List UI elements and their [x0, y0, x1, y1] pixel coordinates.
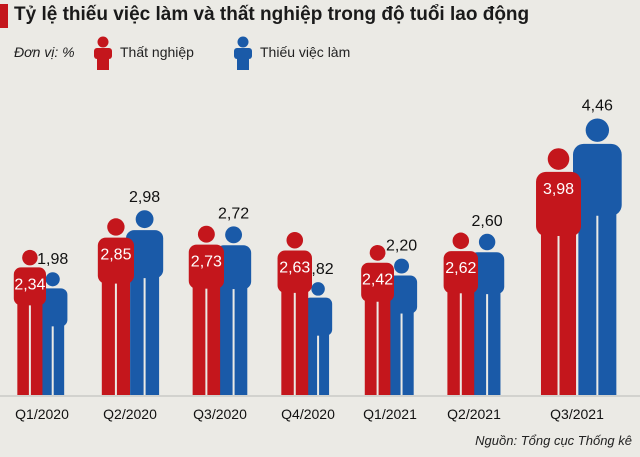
- bar-underemployment-3: [216, 226, 252, 395]
- chart-title: Tỷ lệ thiếu việc làm và thất nghiệp tron…: [14, 4, 530, 25]
- bar-unemployment-4: [277, 231, 312, 395]
- unit-label: Đơn vị: %: [14, 44, 75, 60]
- bar-unemployment-5: [361, 244, 394, 395]
- bar-underemployment-2: [126, 210, 164, 395]
- bar-underemployment-7: [573, 118, 622, 395]
- legend-label-unemployment: Thất nghiệp: [120, 44, 194, 60]
- value-label-unemployment-6: 2,62: [445, 260, 476, 277]
- legend-person-blue-icon: [234, 36, 252, 70]
- bar-underemployment-5: [386, 258, 418, 395]
- value-label-underemployment-6: 2,60: [472, 213, 503, 230]
- value-label-underemployment-7: 4,46: [582, 97, 613, 114]
- value-label-unemployment-4: 2,63: [279, 259, 310, 276]
- value-label-underemployment-5: 2,20: [386, 238, 417, 255]
- value-label-underemployment-2: 2,98: [129, 189, 160, 206]
- bar-unemployment-7: [536, 148, 581, 395]
- x-tick-label-6: Q2/2021: [447, 406, 501, 422]
- legend-item-unemployment: Thất nghiệp: [92, 36, 212, 70]
- value-label-underemployment-3: 2,72: [218, 205, 249, 222]
- x-tick-label-3: Q3/2020: [193, 406, 247, 422]
- source-note: Nguồn: Tổng cục Thống kê: [475, 433, 632, 448]
- x-tick-label-7: Q3/2021: [550, 406, 604, 422]
- value-label-unemployment-7: 3,98: [543, 181, 574, 198]
- legend-label-underemployment: Thiếu việc làm: [260, 44, 351, 60]
- x-tick-label-4: Q4/2020: [281, 406, 335, 422]
- bar-underemployment-6: [470, 233, 505, 395]
- bar-unemployment-6: [443, 232, 478, 395]
- value-label-unemployment-5: 2,42: [362, 272, 393, 289]
- value-label-unemployment-3: 2,73: [191, 254, 222, 271]
- x-tick-label-2: Q2/2020: [103, 406, 157, 422]
- legend-item-underemployment: Thiếu việc làm: [232, 36, 372, 70]
- bar-unemployment-3: [188, 225, 224, 395]
- title-accent: [0, 4, 8, 28]
- value-label-unemployment-1: 2,34: [14, 276, 45, 293]
- bar-underemployment-4: [304, 282, 333, 395]
- bar-unemployment-2: [97, 218, 134, 395]
- x-tick-label-5: Q1/2021: [363, 406, 417, 422]
- value-label-unemployment-2: 2,85: [100, 247, 131, 264]
- title-bar: Tỷ lệ thiếu việc làm và thất nghiệp tron…: [0, 0, 640, 34]
- x-tick-label-1: Q1/2020: [15, 406, 69, 422]
- bar-underemployment-1: [38, 272, 68, 395]
- bar-unemployment-1: [13, 249, 46, 395]
- value-label-underemployment-1: 1,98: [37, 251, 68, 268]
- legend-person-red-icon: [94, 36, 112, 70]
